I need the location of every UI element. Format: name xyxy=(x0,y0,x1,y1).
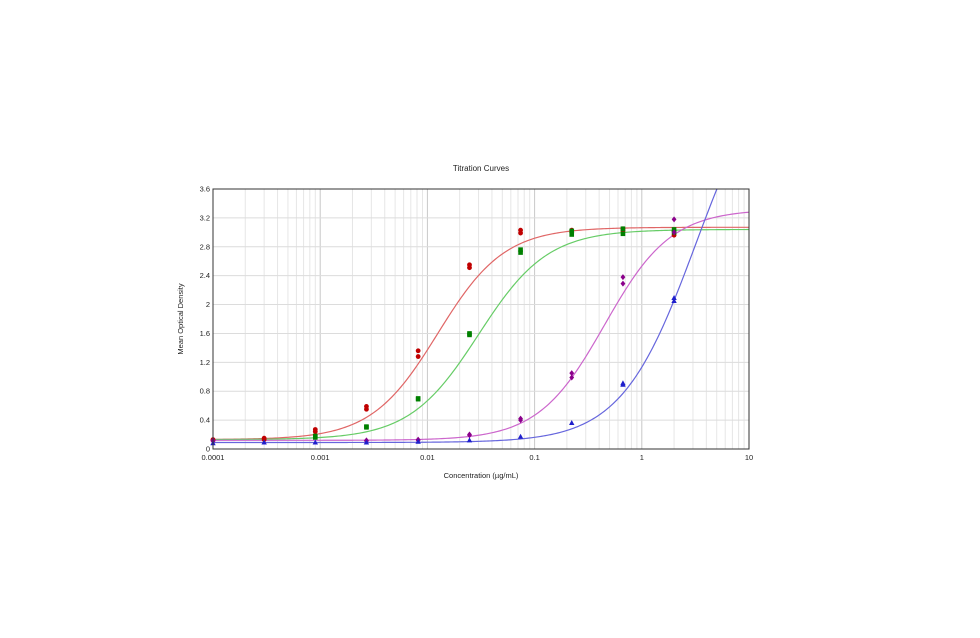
data-point-triangle xyxy=(363,439,370,445)
x-tick-label: 0.001 xyxy=(311,453,330,462)
fit-curve xyxy=(213,228,749,441)
data-point-circle xyxy=(364,406,369,412)
x-axis-label: Concentration (µg/mL) xyxy=(444,471,519,480)
y-tick-label: 0.4 xyxy=(200,416,210,425)
plot-frame xyxy=(212,188,750,450)
x-tick-label: 1 xyxy=(640,453,644,462)
data-point-triangle xyxy=(415,438,421,444)
fit-curve xyxy=(213,226,749,440)
y-tick-label: 3.6 xyxy=(200,185,210,194)
data-point-square xyxy=(518,250,523,255)
data-point-diamond xyxy=(569,370,575,377)
y-tick-label: 2.8 xyxy=(200,242,210,251)
data-points xyxy=(210,216,677,446)
data-point-square xyxy=(620,231,626,237)
data-point-triangle xyxy=(517,433,524,439)
chart-title: Titration Curves xyxy=(453,164,509,173)
data-point-circle xyxy=(518,230,523,236)
data-point-square xyxy=(415,396,421,402)
data-point-triangle xyxy=(312,439,318,445)
data-point-square xyxy=(620,226,626,232)
data-point-diamond xyxy=(671,229,677,236)
x-tick-label: 10 xyxy=(745,453,753,462)
y-tick-label: 0.8 xyxy=(200,387,210,396)
data-point-triangle xyxy=(466,437,473,443)
y-tick-label: 1.6 xyxy=(200,329,210,338)
data-point-square xyxy=(569,228,575,234)
x-tick-label: 0.01 xyxy=(420,453,435,462)
data-point-triangle xyxy=(671,295,677,301)
fit-curve xyxy=(213,189,718,444)
data-point-square xyxy=(518,247,523,252)
x-tick-label: 0.1 xyxy=(529,453,539,462)
tick-labels: 0.0001 0.001 0.01 0.1 1 10 0 0.4 0.8 1.2 1.6 2 2.4 2.… xyxy=(200,185,754,463)
data-point-circle xyxy=(467,265,472,271)
data-point-diamond xyxy=(518,417,523,424)
data-point-circle xyxy=(312,429,318,435)
data-point-diamond xyxy=(569,374,575,381)
data-point-triangle xyxy=(261,439,267,445)
data-point-diamond xyxy=(620,280,626,287)
data-point-diamond xyxy=(671,216,677,223)
fit-curve xyxy=(213,211,749,441)
data-point-diamond xyxy=(467,432,472,439)
y-tick-label: 1.2 xyxy=(200,358,210,367)
fit-curves xyxy=(213,189,749,444)
data-point-square xyxy=(312,435,318,440)
data-point-square xyxy=(569,232,575,237)
y-tick-label: 3.2 xyxy=(200,213,210,222)
y-axis-label: Mean Optical Density xyxy=(176,283,185,355)
y-tick-label: 0 xyxy=(206,445,210,454)
data-point-triangle xyxy=(569,420,575,425)
data-point-diamond xyxy=(620,274,626,281)
data-point-square xyxy=(467,332,472,338)
y-tick-label: 2 xyxy=(206,300,210,309)
data-point-circle xyxy=(415,348,421,354)
y-tick-label: 2.4 xyxy=(200,271,210,280)
data-point-triangle xyxy=(620,381,626,387)
data-point-circle xyxy=(415,354,421,359)
data-point-triangle xyxy=(671,297,677,303)
x-tick-label: 0.0001 xyxy=(202,453,225,462)
data-point-square xyxy=(364,425,369,430)
